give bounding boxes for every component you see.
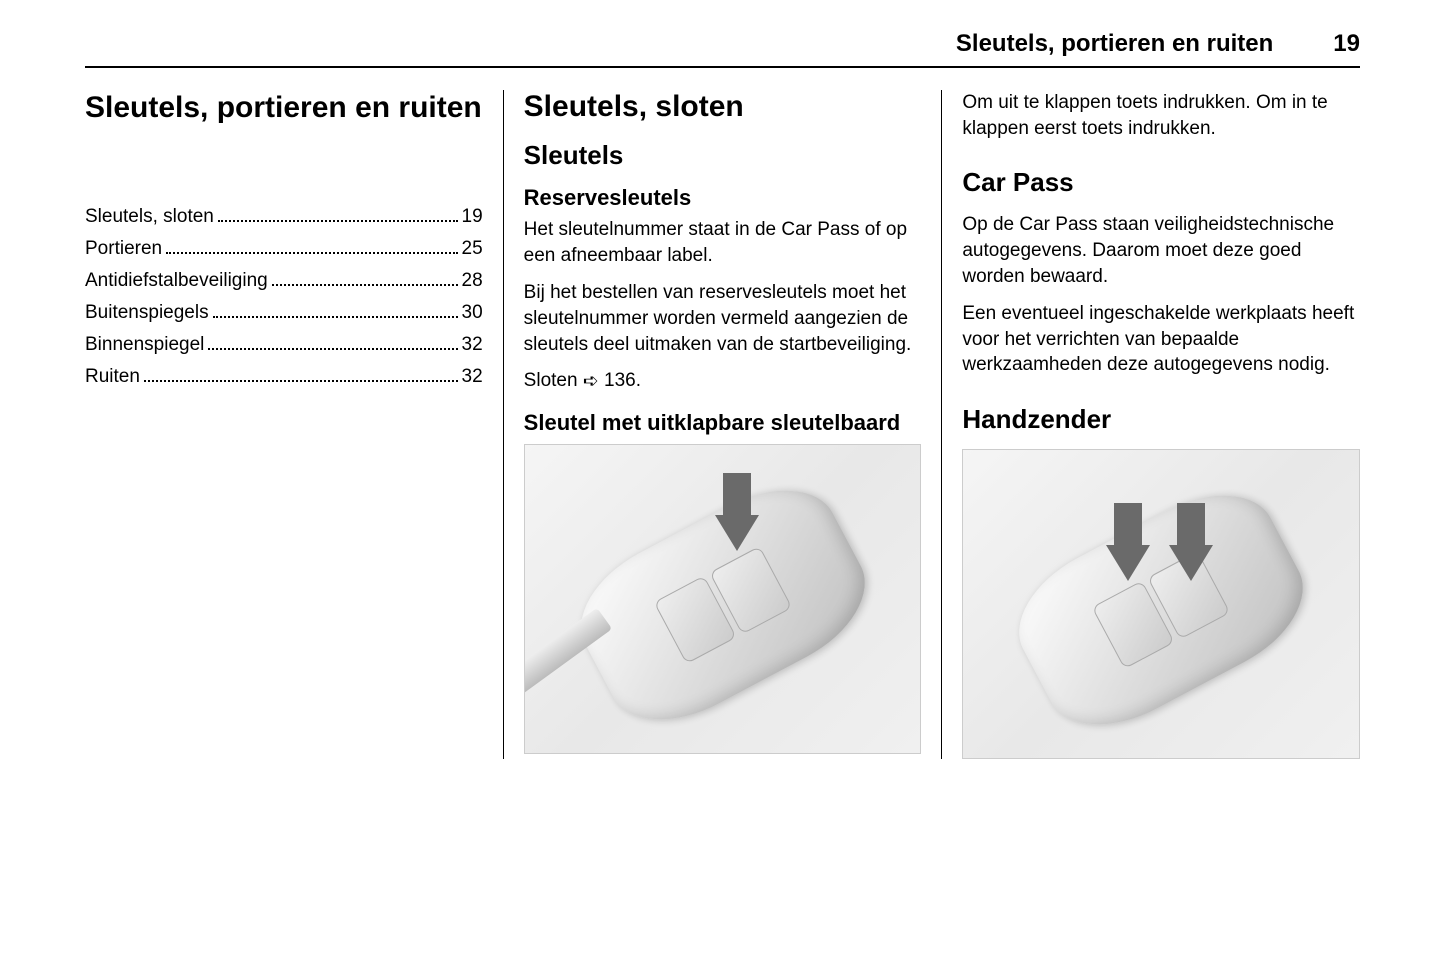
content-columns: Sleutels, portieren en ruiten Sleutels, … [85, 90, 1360, 759]
down-arrow-icon [1169, 545, 1213, 581]
paragraph: Om uit te klappen toets indrukken. Om in… [962, 90, 1360, 141]
toc-item: Portieren 25 [85, 238, 483, 260]
down-arrow-icon [1106, 545, 1150, 581]
toc-leader-dots [144, 380, 458, 382]
toc-item: Ruiten 32 [85, 366, 483, 388]
page-header: Sleutels, portieren en ruiten 19 [85, 30, 1360, 68]
paragraph: Een eventueel ingeschakelde werkplaats h… [962, 301, 1360, 378]
section-heading: Sleutels, sloten [524, 90, 922, 124]
key-fob-illustration [998, 470, 1325, 752]
toc-label: Antidiefstalbeveiliging [85, 270, 268, 292]
paragraph: Bij het bestellen van reservesleutels mo… [524, 280, 922, 357]
chapter-title: Sleutels, portieren en ruiten [85, 90, 483, 126]
ref-prefix: Sloten [524, 370, 583, 391]
paragraph: Het sleutelnummer staat in de Car Pass o… [524, 217, 922, 268]
toc-item: Sleutels, sloten 19 [85, 206, 483, 228]
figure-key-fob-remote [962, 449, 1360, 759]
toc-leader-dots [208, 348, 457, 350]
toc-page: 32 [462, 334, 483, 356]
toc-page: 28 [462, 270, 483, 292]
manual-page: Sleutels, portieren en ruiten 19 Sleutel… [0, 0, 1445, 965]
toc-label: Sleutels, sloten [85, 206, 214, 228]
arrow-icon: ➪ [583, 370, 599, 393]
subsection-heading: Car Pass [962, 167, 1360, 198]
subsection-heading: Sleutels [524, 140, 922, 171]
ref-page: 136. [599, 370, 641, 391]
subsection-heading: Handzender [962, 404, 1360, 435]
column-3: Om uit te klappen toets indrukken. Om in… [942, 90, 1360, 759]
figure-key-fob-flip [524, 444, 922, 754]
toc-leader-dots [272, 284, 458, 286]
column-2: Sleutels, sloten Sleutels Reservesleutel… [504, 90, 943, 759]
cross-reference: Sloten ➪ 136. [524, 369, 922, 392]
toc-label: Buitenspiegels [85, 302, 209, 324]
table-of-contents: Sleutels, sloten 19 Portieren 25 Antidie… [85, 206, 483, 388]
toc-page: 19 [462, 206, 483, 228]
toc-item: Buitenspiegels 30 [85, 302, 483, 324]
toc-label: Binnenspiegel [85, 334, 204, 356]
header-section-title: Sleutels, portieren en ruiten [956, 30, 1273, 58]
paragraph: Op de Car Pass staan veiligheidstechnisc… [962, 212, 1360, 289]
toc-page: 32 [462, 366, 483, 388]
column-1: Sleutels, portieren en ruiten Sleutels, … [85, 90, 504, 759]
toc-leader-dots [218, 220, 458, 222]
toc-label: Ruiten [85, 366, 140, 388]
toc-item: Antidiefstalbeveiliging 28 [85, 270, 483, 292]
toc-leader-dots [166, 252, 457, 254]
down-arrow-icon [715, 515, 759, 551]
key-buttons [653, 546, 792, 664]
toc-item: Binnenspiegel 32 [85, 334, 483, 356]
toc-page: 25 [462, 238, 483, 260]
toc-leader-dots [213, 316, 458, 318]
toc-label: Portieren [85, 238, 162, 260]
key-blade [524, 608, 612, 729]
header-page-number: 19 [1333, 30, 1360, 58]
toc-page: 30 [462, 302, 483, 324]
topic-heading: Sleutel met uitklapbare sleutelbaard [524, 410, 922, 436]
topic-heading: Reservesleutels [524, 185, 922, 211]
